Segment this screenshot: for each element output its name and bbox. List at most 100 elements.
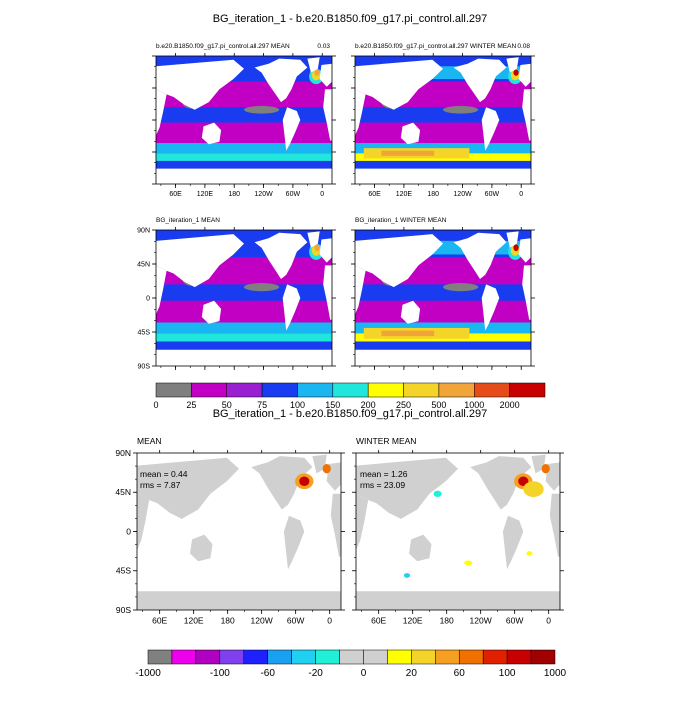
colorbar-top-label: 2000 [500, 400, 520, 410]
colorbar-bottom-label: -100 [210, 668, 230, 679]
anomaly-core [299, 476, 310, 486]
colorbar-bottom-label: 60 [454, 668, 466, 679]
continent-australia [190, 534, 213, 562]
ocean-band-southern [156, 322, 332, 334]
ocean-patch-low [443, 283, 479, 292]
continent-antarctica [355, 349, 531, 366]
lat-tick-label: 90N [115, 448, 131, 458]
ocean-band-equatorial [156, 107, 332, 123]
ocean-band-antarctic [156, 341, 332, 350]
colorbar-top-swatch [474, 382, 510, 398]
ocean-band-southern-high [156, 153, 332, 161]
colorbar-bottom-swatch [363, 649, 388, 665]
lon-tick-label: 60E [368, 191, 381, 198]
lon-tick-label: 120E [403, 616, 423, 626]
panel-diff-winter-mean: 60E 120E 180 120W 60W 0 [352, 450, 564, 626]
lat-tick-label: 45N [115, 487, 131, 497]
panel-case-winter-mean: 60E 120E 180 120W 60W 0 [351, 53, 535, 198]
continent-europe [518, 63, 531, 87]
lon-tick-label: 0 [327, 616, 332, 626]
lat-tick-label: 90S [138, 363, 151, 370]
continent-africaW [137, 493, 150, 551]
continent-greenland [506, 57, 519, 73]
anomaly-south-neg [403, 573, 411, 578]
continent-antarctica [156, 349, 332, 366]
diff-winter-stat-mean: mean = 1.26 [360, 469, 408, 479]
colorbar-top-swatch [438, 382, 475, 398]
colorbar-top-label: 50 [222, 400, 232, 410]
continent-samerica [481, 107, 500, 151]
continent-africa [522, 265, 531, 320]
lon-tick-label: 60W [485, 191, 500, 198]
lat-tick-label: 90S [116, 605, 131, 615]
continent-asia [137, 457, 239, 519]
continent-africa [323, 265, 332, 320]
panel-label-case-mean: b.e20.B1850.f09_g17.pi_control.all.297 M… [156, 43, 290, 50]
lat-tick-label: 0 [126, 526, 131, 536]
continent-namerica [254, 58, 308, 103]
continent-namerica [470, 456, 532, 510]
colorbar-bottom-swatch [530, 649, 556, 665]
hotspot-core [513, 69, 519, 76]
continent-europe [319, 63, 332, 87]
colorbar-bottom-label: 20 [406, 668, 418, 679]
panel-label-diff-mean: MEAN [137, 436, 162, 446]
continent-samerica [502, 515, 524, 570]
continent-namerica [453, 232, 507, 279]
colorbar-bottom-swatch [411, 649, 436, 665]
colorbar-top-swatch [367, 382, 404, 398]
colorbar-top: 0 25 50 75 100 150 200 250 500 1000 2000 [153, 382, 546, 410]
ocean-band-antarctic [355, 160, 531, 169]
lat-tick-label: 45S [116, 566, 131, 576]
lon-tick-label: 120W [453, 191, 472, 198]
colorbar-bottom: -1000 -100 -60 -20 0 20 60 100 1000 [135, 649, 567, 679]
top-title: BG_iteration_1 - b.e20.B1850.f09_g17.pi_… [213, 13, 488, 25]
lon-tick-label: 180 [440, 616, 454, 626]
panel-ctrl-mean: 90N 45N 0 45S 90S [137, 227, 336, 370]
colorbar-top-swatch [403, 382, 440, 398]
colorbar-bottom-swatch [435, 649, 460, 665]
lat-tick-label: 90N [137, 227, 150, 234]
colorbar-bottom-swatch [267, 649, 292, 665]
continent-namerica [453, 58, 507, 103]
lon-tick-label: 0 [519, 191, 523, 198]
colorbar-bottom-label: 0 [361, 668, 367, 679]
continent-greenland [506, 231, 519, 248]
panel-value-case-mean: 0.03 [317, 43, 330, 50]
continent-africaW [156, 265, 167, 315]
panel-ctrl-winter-mean [351, 227, 535, 370]
bottom-title: BG_iteration_1 - b.e20.B1850.f09_g17.pi_… [213, 408, 488, 420]
ocean-patch-low [244, 105, 280, 114]
lat-tick-label: 45S [138, 329, 151, 336]
lon-tick-label: 60E [371, 616, 386, 626]
lon-tick-label: 120W [470, 616, 492, 626]
hotspot-core [513, 244, 519, 252]
continent-samerica [481, 284, 500, 331]
colorbar-top-label: 150 [325, 400, 340, 410]
lat-tick-label: 0 [146, 295, 150, 302]
colorbar-top-label: 1000 [464, 400, 484, 410]
lon-tick-label: 60W [286, 191, 301, 198]
anomaly-ne [322, 463, 331, 474]
colorbar-bottom-label: 100 [499, 668, 516, 679]
ocean-band-equatorial [355, 107, 531, 123]
colorbar-top-swatch [261, 382, 298, 398]
colorbar-bottom-swatch [219, 649, 245, 665]
colorbar-top-label: 75 [257, 400, 267, 410]
anomaly-neg [433, 490, 442, 497]
continent-samerica [283, 515, 305, 570]
panel-diff-mean: 60E 120E 180 120W 60W 0 90N 45N 0 45S 90S [115, 448, 345, 626]
lat-tick-label: 45N [137, 261, 150, 268]
continent-asia [355, 234, 443, 288]
continent-greenland [307, 57, 320, 73]
diff-mean-stat-mean: mean = 0.44 [140, 469, 188, 479]
continent-asia [156, 59, 244, 110]
colorbar-bottom-label: -60 [260, 668, 275, 679]
continent-greenland [307, 231, 320, 248]
colorbar-top-swatch [332, 382, 369, 398]
continent-africa [330, 493, 341, 557]
continent-australia [400, 300, 421, 324]
panel-label-diff-winter: WINTER MEAN [356, 436, 416, 446]
continent-africa [323, 89, 332, 141]
panel-label-ctrl-mean: BG_iteration_1 MEAN [156, 217, 220, 224]
